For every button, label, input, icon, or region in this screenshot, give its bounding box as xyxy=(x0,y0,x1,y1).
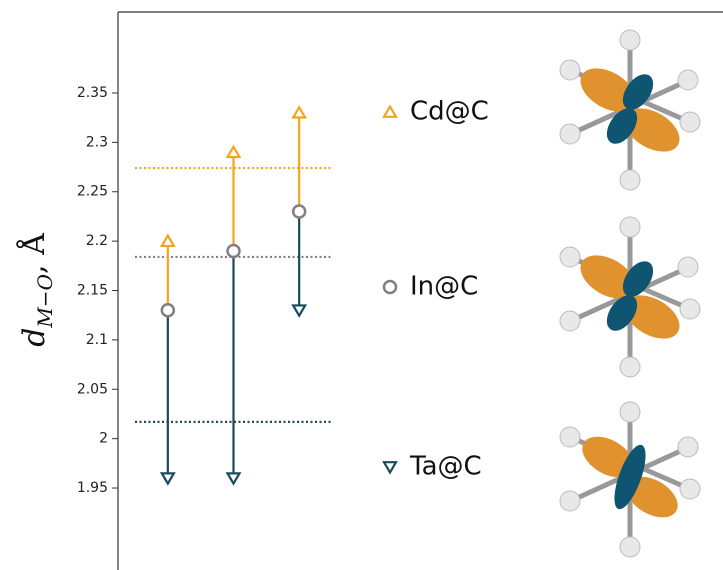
molecule-icons xyxy=(560,30,700,557)
molecule xyxy=(560,217,700,377)
y-tick-label: 2.15 xyxy=(77,283,108,299)
y-label-unit: , Å xyxy=(16,233,52,274)
marker xyxy=(293,205,305,217)
y-tick-label: 2 xyxy=(99,431,108,447)
y-tick-label: 2.25 xyxy=(77,184,108,200)
marker xyxy=(162,304,174,316)
y-tick-label: 1.95 xyxy=(77,480,108,496)
marker xyxy=(228,245,240,257)
y-tick-label: 2.05 xyxy=(77,381,108,397)
molecule xyxy=(560,402,700,557)
y-label-subscript: M−O xyxy=(33,274,57,329)
molecule xyxy=(560,30,700,190)
marker xyxy=(293,107,305,117)
legend-label: Ta@C xyxy=(409,452,482,482)
marker xyxy=(162,236,174,246)
y-tick-label: 2.35 xyxy=(77,85,108,101)
marker xyxy=(384,107,396,117)
y-label-symbol: d xyxy=(17,328,52,347)
marker xyxy=(293,305,305,315)
legend-label: In@C xyxy=(410,272,478,302)
y-tick-label: 2.1 xyxy=(86,332,108,348)
y-axis-label: dM−O, Å xyxy=(16,233,57,347)
legend-label: Cd@C xyxy=(410,97,489,127)
marker xyxy=(228,147,240,157)
marker xyxy=(384,462,396,472)
y-tick-label: 2.3 xyxy=(86,134,108,150)
y-tick-label: 2.2 xyxy=(86,233,108,249)
marker xyxy=(228,473,240,483)
chart: dM−O, Å 1.95 2 2.05 2.1 2.15 2.2 2.25 2.3 2.35 Cd… xyxy=(0,0,723,570)
marker xyxy=(384,281,396,293)
marker xyxy=(162,473,174,483)
